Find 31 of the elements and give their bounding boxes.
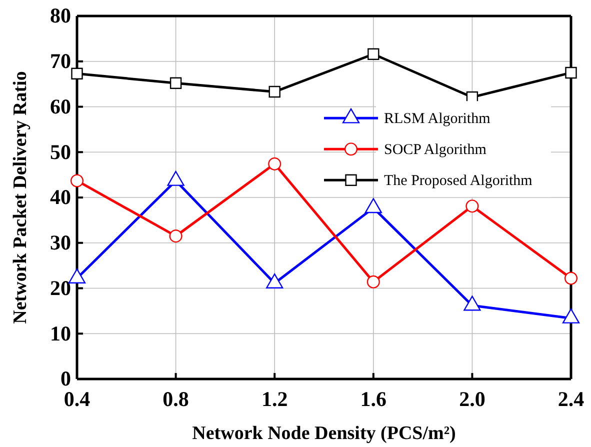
x-axis-title: Network Node Density (PCS/m²) [192, 423, 456, 444]
x-tick-label: 1.2 [261, 386, 288, 411]
point [71, 68, 83, 80]
legend-label: SOCP Algorithm [384, 142, 487, 158]
point [268, 157, 282, 170]
y-tick-label: 30 [50, 230, 71, 255]
point [464, 296, 481, 311]
point [466, 200, 479, 213]
y-tick-label: 40 [50, 185, 71, 210]
y-tick-label: 70 [50, 49, 71, 74]
point [266, 273, 284, 288]
x-tick-label: 2.0 [459, 386, 486, 411]
point [364, 198, 382, 214]
point [170, 77, 182, 89]
x-tick-label: 0.8 [162, 386, 189, 411]
point [562, 308, 580, 324]
x-tick-label: 1.6 [360, 386, 387, 411]
legend-label: The Proposed Algorithm [384, 173, 533, 190]
y-tick-label: 20 [50, 276, 71, 300]
point [565, 66, 577, 79]
legend-label: RLSM Algorithm [384, 111, 491, 128]
y-tick-label: 80 [50, 4, 71, 28]
y-tick-label: 60 [50, 94, 71, 118]
y-axis-title: Network Packet Delivery Ratio [10, 71, 31, 324]
point [268, 86, 280, 98]
point [70, 174, 84, 188]
point [368, 48, 380, 60]
y-tick-label: 50 [50, 140, 71, 164]
point [167, 170, 184, 186]
x-tick-label: 2.4 [558, 386, 585, 411]
y-tick-label: 10 [50, 321, 71, 346]
